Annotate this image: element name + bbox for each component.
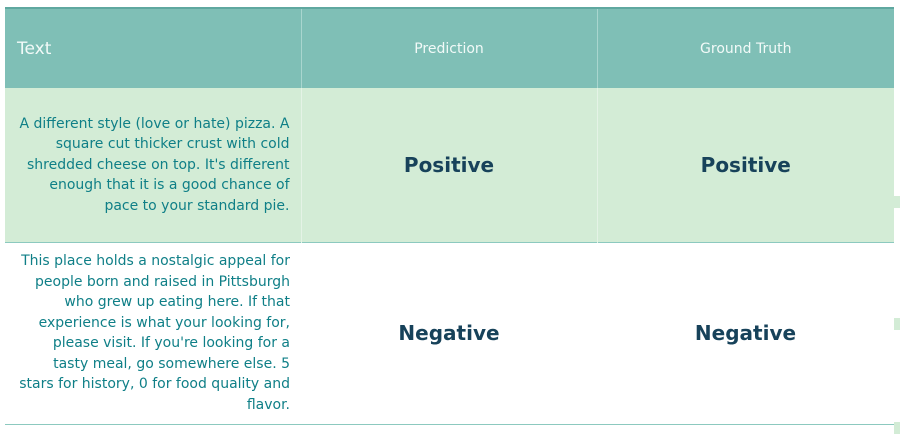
edge-decoration	[894, 422, 900, 434]
prediction-label: Negative	[398, 321, 500, 345]
table-header-row: Text Prediction Ground Truth	[5, 7, 894, 88]
header-prediction: Prediction	[300, 7, 597, 88]
header-text: Text	[5, 7, 301, 88]
edge-decoration	[894, 318, 900, 330]
review-text: This place holds a nostalgic appeal for …	[19, 253, 290, 413]
results-table: Text Prediction Ground Truth A different…	[5, 7, 894, 425]
edge-decoration	[894, 196, 900, 208]
table-row: This place holds a nostalgic appeal for …	[5, 242, 894, 424]
header-ground-truth: Ground Truth	[596, 7, 894, 88]
prediction-label: Positive	[300, 88, 597, 242]
ground-truth-label: Negative	[694, 321, 797, 345]
review-text: A different style (love or hate) pizza. …	[19, 115, 290, 214]
ground-truth-label: Positive	[596, 88, 894, 242]
table-row: A different style (love or hate) pizza. …	[5, 88, 894, 242]
